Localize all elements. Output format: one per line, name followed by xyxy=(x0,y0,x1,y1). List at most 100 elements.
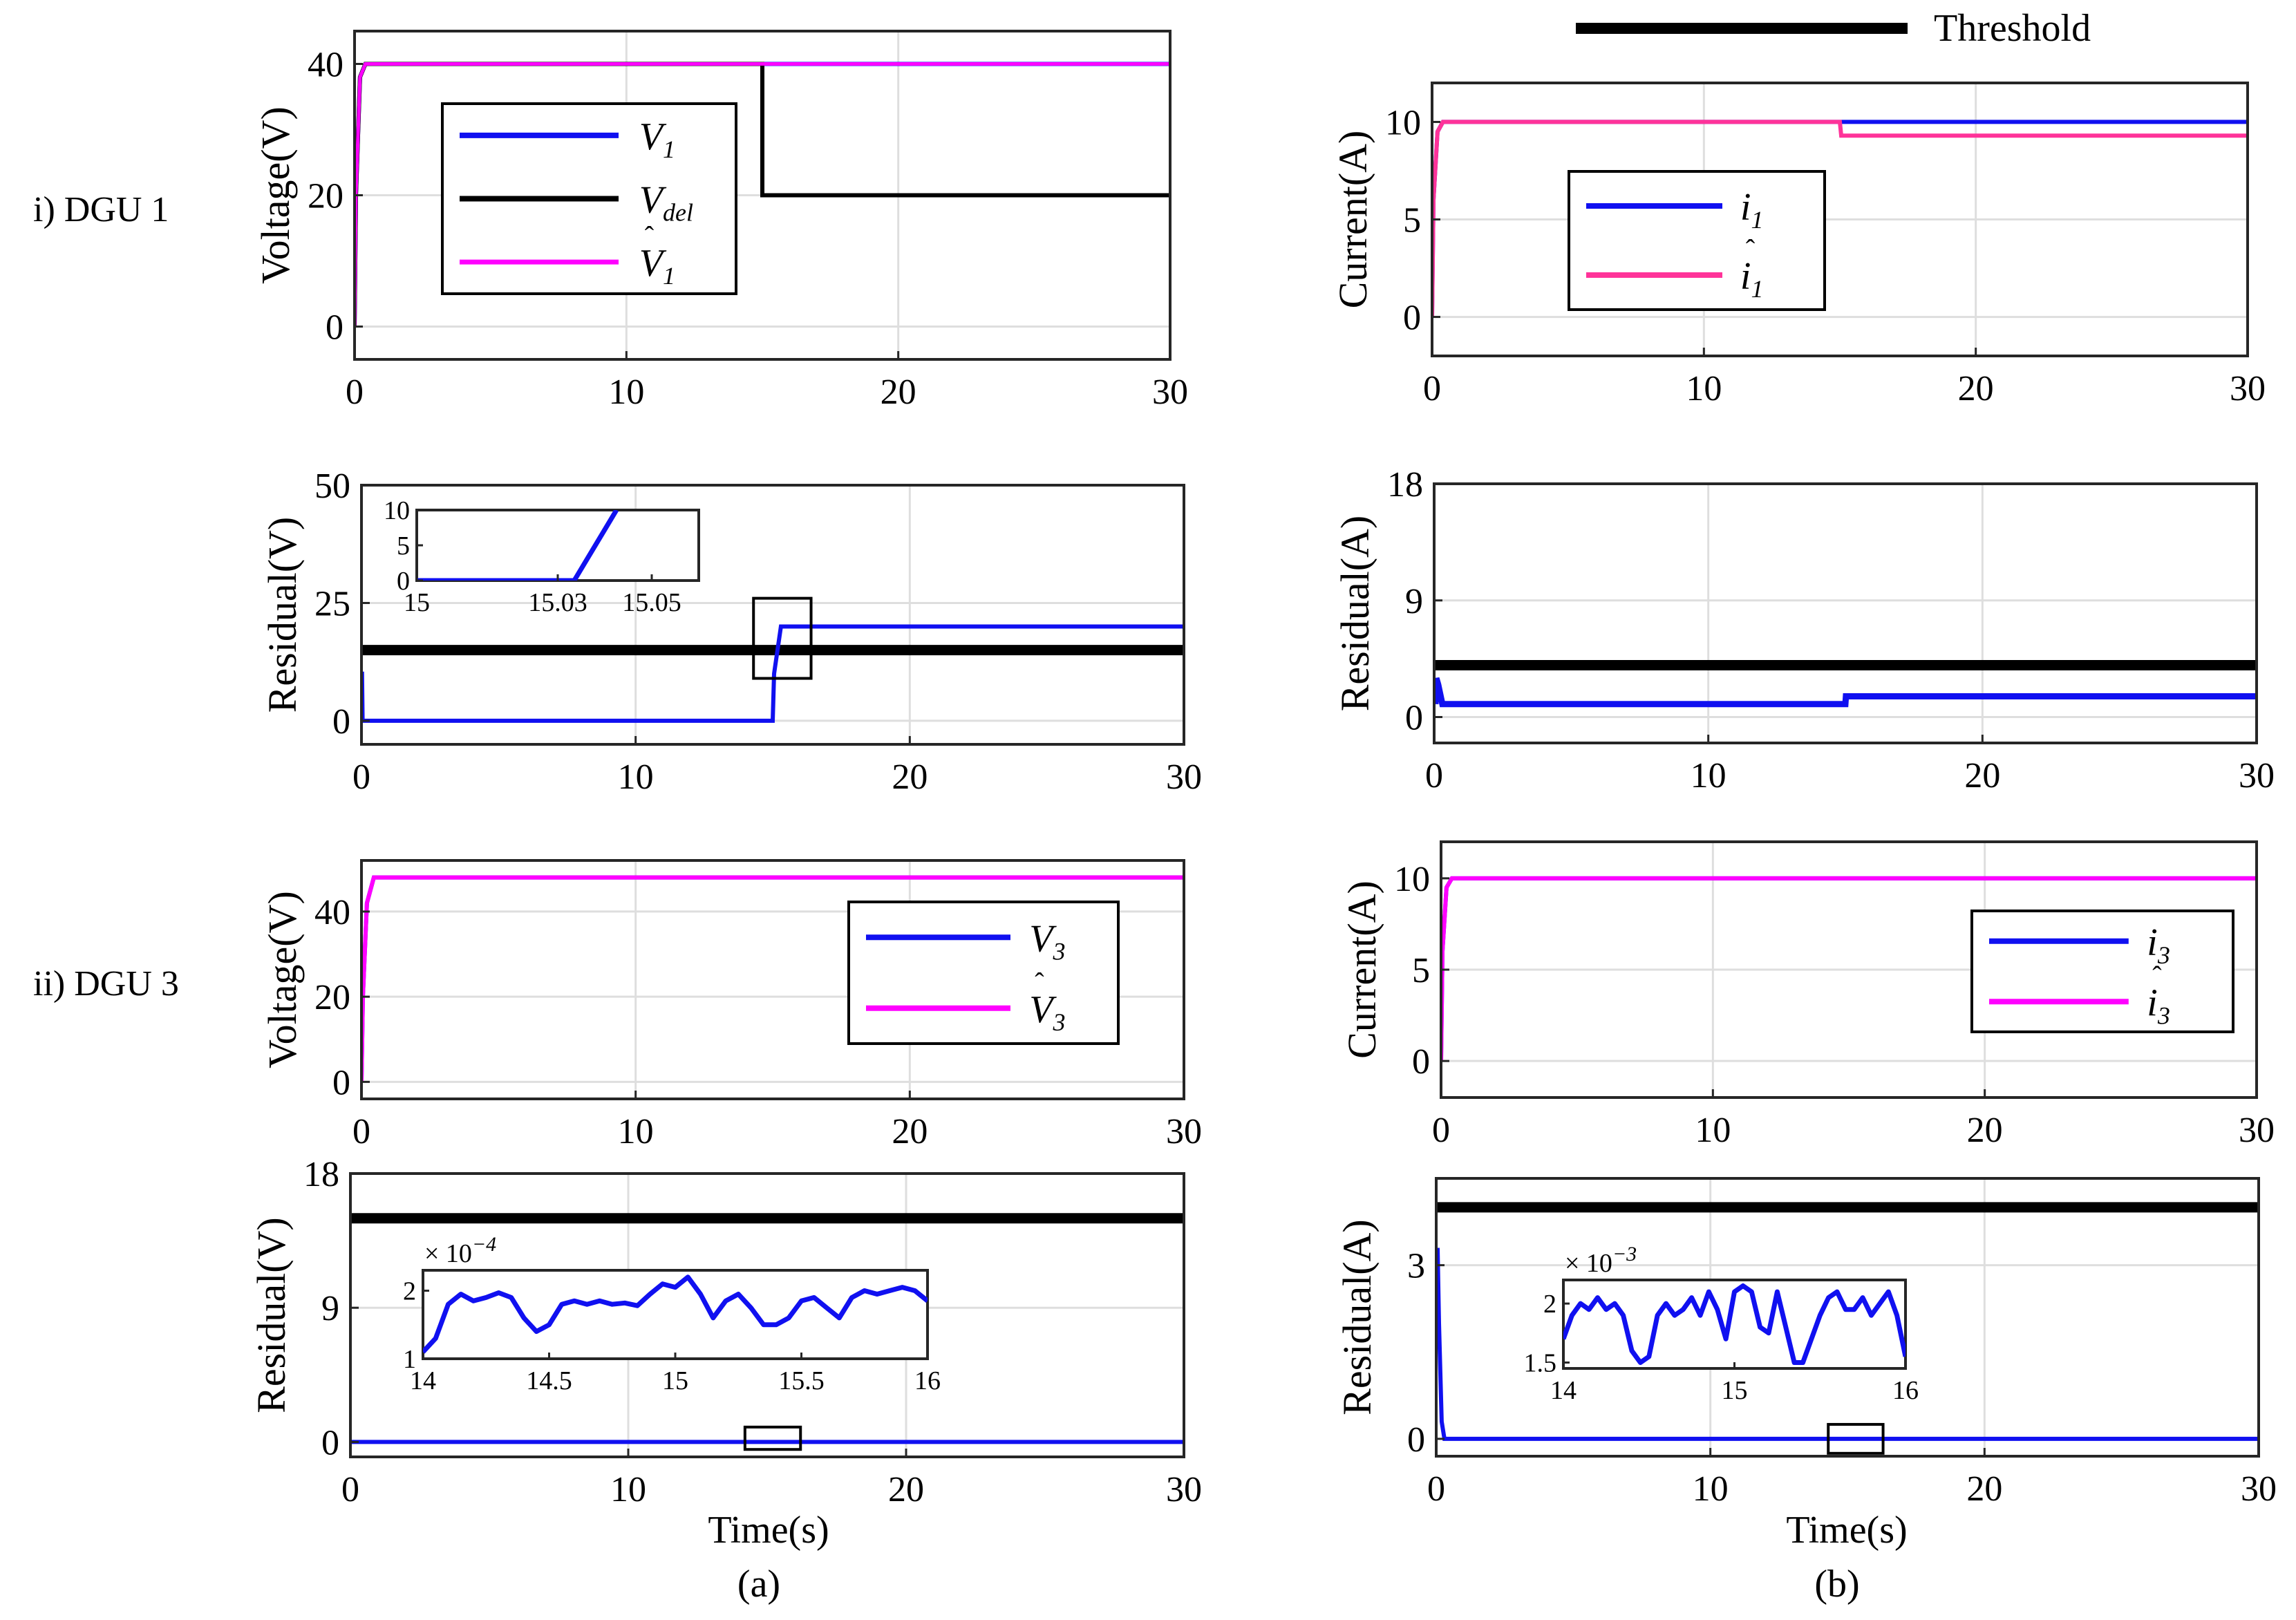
x-tick-label: 0 xyxy=(1432,1111,1450,1150)
y-tick-label: 0 xyxy=(332,702,350,742)
inset-x-tick-label: 14.5 xyxy=(526,1366,572,1395)
zoom-box xyxy=(752,596,813,680)
axes-frame xyxy=(360,484,1185,746)
zoom-box xyxy=(743,1425,802,1451)
x-tick-label: 0 xyxy=(346,373,364,412)
axes-frame xyxy=(349,1172,1185,1458)
panel-ri3: 0 10 20 30 0 3 Residual(A) 14 15 16 1.5 2 × 10−3 xyxy=(1335,1177,2277,1509)
y-tick-label: 18 xyxy=(303,1155,339,1194)
inset-series-line xyxy=(423,1274,928,1354)
axes-frame xyxy=(1435,1177,2260,1458)
x-tick-label: 30 xyxy=(2239,756,2275,795)
x-tick-label: 30 xyxy=(1152,373,1188,412)
inset-exponent: × 10−4 xyxy=(424,1233,496,1268)
row-label-dgu1: i) DGU 1 xyxy=(33,190,169,229)
inset-plot: 14 14.5 15 15.5 16 1 2 × 10−4 xyxy=(403,1233,941,1395)
inset-x-tick-label: 15.05 xyxy=(622,588,681,617)
legend: V3 V3ˆ xyxy=(847,901,1120,1045)
y-tick-label: 0 xyxy=(1412,1042,1430,1082)
threshold-legend-label: Threshold xyxy=(1934,7,2091,50)
y-axis-label: Residual(V) xyxy=(249,1217,294,1413)
y-tick-label: 5 xyxy=(1403,201,1421,241)
threshold-legend-swatch xyxy=(1576,23,1908,34)
x-tick-label: 10 xyxy=(1691,756,1726,795)
y-tick-label: 25 xyxy=(314,584,350,623)
y-axis-label: Residual(A) xyxy=(1333,516,1377,712)
y-tick-label: 5 xyxy=(1412,951,1430,990)
threshold-legend: Threshold xyxy=(1576,7,2091,50)
inset-series-line xyxy=(1563,1283,1906,1365)
x-tick-label: 0 xyxy=(1427,1469,1445,1509)
x-tick-label: 0 xyxy=(341,1470,359,1509)
y-tick-label: 20 xyxy=(314,978,350,1017)
x-axis-label-b: Time(s) xyxy=(1786,1509,1907,1552)
y-axis-label: Current(A) xyxy=(1339,880,1384,1059)
inset-series-line xyxy=(417,510,619,581)
x-tick-label: 20 xyxy=(888,1470,924,1509)
legend-label: Vdel xyxy=(639,179,693,227)
inset-plot: 14 15 16 1.5 2 × 10−3 xyxy=(1524,1243,1919,1405)
x-tick-label: 20 xyxy=(1964,756,2000,795)
x-tick-label: 0 xyxy=(352,757,370,797)
inset-x-tick-label: 15 xyxy=(1722,1376,1748,1405)
inset-x-tick-label: 16 xyxy=(1892,1376,1919,1405)
x-axis-label-a: Time(s) xyxy=(708,1509,829,1552)
inset-area xyxy=(422,1269,929,1360)
legend-label: i3 xyxy=(2147,921,2170,969)
inset-y-tick-label: 1.5 xyxy=(1524,1348,1557,1377)
inset-x-tick-label: 15.03 xyxy=(528,588,587,617)
y-axis-label: Residual(V) xyxy=(260,517,305,713)
inset-x-tick-label: 14 xyxy=(1550,1376,1577,1405)
y-tick-label: 10 xyxy=(1385,103,1421,142)
inset-plot: 15 15.03 15.05 0 5 10 xyxy=(384,496,700,617)
legend-label: V3 xyxy=(1029,988,1065,1036)
y-tick-label: 18 xyxy=(1387,465,1423,505)
y-axis-label: Current(A) xyxy=(1330,131,1375,309)
x-tick-label: 30 xyxy=(2230,369,2266,408)
legend-label: V1 xyxy=(639,242,675,290)
inset-exponent: × 10−3 xyxy=(1565,1243,1637,1278)
y-tick-label: 0 xyxy=(1405,699,1423,738)
axes-frame xyxy=(360,859,1185,1100)
y-tick-label: 40 xyxy=(308,46,344,85)
inset-x-tick-label: 14 xyxy=(410,1366,436,1395)
legend-hat-accent: ˆ xyxy=(2152,960,2162,991)
y-tick-label: 50 xyxy=(314,467,350,506)
legend-box xyxy=(1970,910,2234,1033)
x-tick-label: 0 xyxy=(1425,756,1443,795)
legend-hat-accent: ˆ xyxy=(1746,234,1756,265)
y-tick-label: 9 xyxy=(1405,582,1423,621)
x-tick-label: 20 xyxy=(881,373,916,412)
x-tick-label: 0 xyxy=(352,1112,370,1151)
inset-y-tick-label: 5 xyxy=(397,531,410,561)
x-tick-label: 10 xyxy=(618,1112,654,1151)
legend-label: i3 xyxy=(2147,981,2170,1029)
y-axis-label: Voltage(V) xyxy=(260,891,305,1068)
legend-label: V1 xyxy=(639,115,675,163)
x-tick-label: 20 xyxy=(1958,369,1994,408)
x-tick-label: 30 xyxy=(1166,1112,1202,1151)
legend: i1 i1ˆ xyxy=(1568,170,1826,311)
legend-hat-accent: ˆ xyxy=(1035,967,1044,998)
x-tick-label: 0 xyxy=(1423,369,1441,408)
x-tick-label: 10 xyxy=(618,757,654,797)
y-tick-label: 9 xyxy=(321,1289,339,1328)
panel-i1: 0 10 20 30 0 5 10 Current(A) i1 i1ˆ xyxy=(1330,82,2266,408)
x-tick-label: 30 xyxy=(1166,757,1202,797)
inset-x-tick-label: 15.5 xyxy=(778,1366,825,1395)
inset-y-tick-label: 2 xyxy=(403,1277,416,1306)
x-tick-label: 20 xyxy=(892,1112,928,1151)
legend-label: i1 xyxy=(1740,186,1764,234)
inset-y-tick-label: 10 xyxy=(384,496,410,525)
inset-x-tick-label: 15 xyxy=(662,1366,688,1395)
series-group xyxy=(350,1213,1184,1444)
x-tick-label: 10 xyxy=(1686,369,1722,408)
y-tick-label: 0 xyxy=(332,1063,350,1102)
x-tick-label: 20 xyxy=(1967,1111,2003,1150)
